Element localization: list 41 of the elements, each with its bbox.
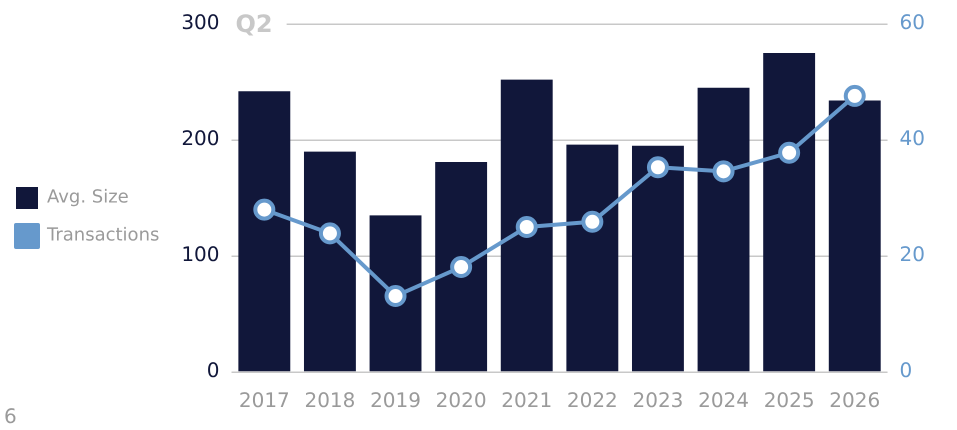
- x-tick-label: 2018: [304, 388, 356, 412]
- y-tick-label: 100: [181, 242, 220, 266]
- bar: [435, 162, 488, 372]
- bar: [500, 80, 553, 372]
- legend-label: Avg. Size: [47, 186, 129, 208]
- x-tick-label: 2023: [632, 388, 684, 412]
- bar: [763, 53, 816, 372]
- point: [516, 216, 538, 238]
- bar: [370, 215, 422, 372]
- y2-tick-label: 40: [900, 126, 926, 150]
- x-tick-label: 2026: [829, 388, 880, 412]
- bar: [698, 88, 750, 372]
- bar: [238, 91, 290, 372]
- text: 6: [4, 404, 17, 428]
- x-tick-label: 2022: [566, 388, 618, 412]
- point: [646, 156, 669, 178]
- x-tick-label: 2025: [764, 388, 815, 412]
- bar: [632, 146, 684, 372]
- x-tick-label: 2019: [370, 388, 421, 412]
- bar: [828, 100, 881, 372]
- y-tick-label: 300: [181, 10, 220, 34]
- point: [450, 256, 472, 278]
- y-tick-label: 0: [206, 358, 220, 382]
- legend-label: Transactions: [46, 224, 160, 246]
- point: [253, 198, 276, 221]
- bar: [304, 152, 356, 372]
- point: [712, 160, 735, 182]
- point: [778, 142, 800, 164]
- x-tick-label: 2017: [238, 388, 290, 412]
- y2-tick-label: 60: [900, 10, 926, 34]
- point: [581, 210, 604, 233]
- point: [384, 285, 407, 308]
- bar: [566, 144, 618, 372]
- y-tick-label: 200: [181, 126, 220, 150]
- point: [844, 84, 866, 107]
- x-tick-label: 2024: [698, 388, 749, 412]
- point: [318, 222, 341, 244]
- y2-tick-label: 0: [900, 358, 912, 382]
- x-tick-label: 2021: [501, 388, 552, 412]
- y2-tick-label: 20: [900, 242, 926, 266]
- x-tick-label: 2020: [436, 388, 487, 412]
